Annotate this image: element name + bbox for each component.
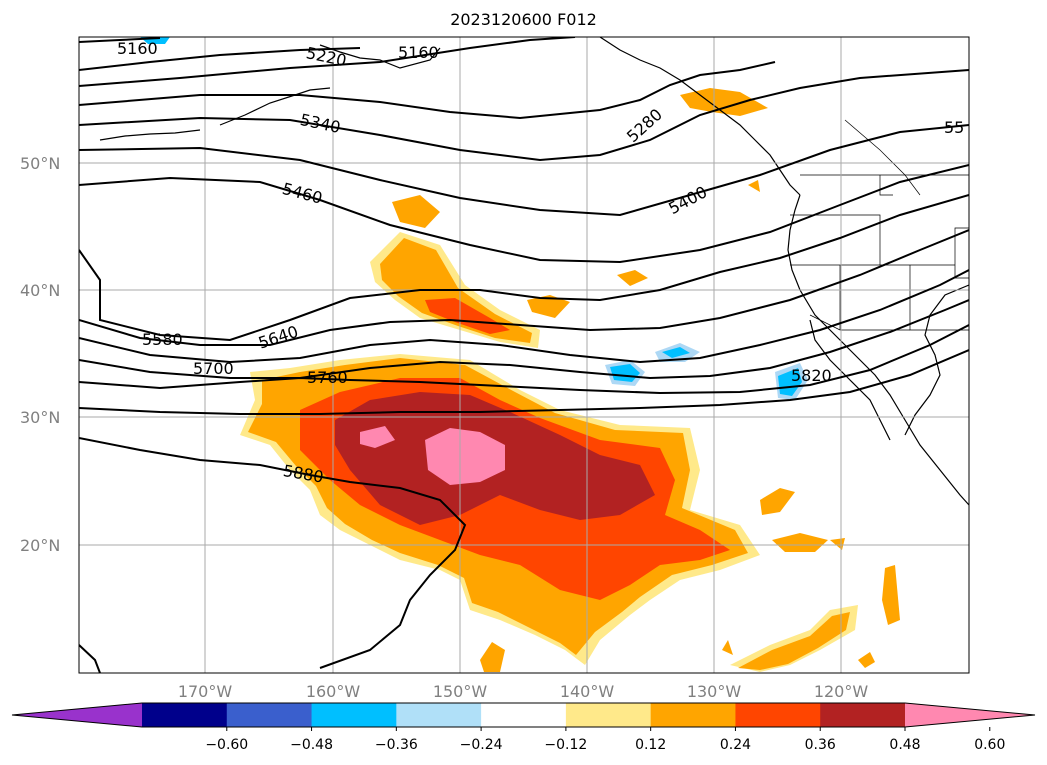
colorbar-tick-label: 0.60 <box>974 737 1005 753</box>
contour-label: 5700 <box>193 359 234 378</box>
graticule <box>79 37 969 673</box>
colorbar-segment <box>226 703 313 727</box>
contour-label: 5760 <box>307 368 348 387</box>
contour-label: 5160 <box>117 39 158 58</box>
lon-label: 140°W <box>560 682 615 701</box>
colorbar-tick-label: 0.36 <box>805 737 836 753</box>
lon-label: 160°W <box>306 682 361 701</box>
contour-label: 5820 <box>791 366 832 385</box>
colorbar-segment <box>396 703 482 727</box>
lat-label: 50°N <box>20 154 60 173</box>
height-contours <box>79 37 969 673</box>
colorbar-tick-label: 0.24 <box>720 737 751 753</box>
colorbar-tick-label: 0.12 <box>635 737 666 753</box>
colorbar-extend-max <box>905 703 1035 727</box>
contour-label: 55 <box>944 118 964 137</box>
colorbar-segment <box>481 703 567 727</box>
colorbar-tick-label: −0.48 <box>290 737 333 753</box>
colorbar-segment <box>565 703 652 727</box>
colorbar-segment <box>142 703 228 727</box>
colorbar-tick-label: 0.48 <box>889 737 920 753</box>
map-frame <box>78 36 970 674</box>
latitude-labels: 50°N 40°N 30°N 20°N <box>20 154 60 555</box>
lon-label: 150°W <box>433 682 488 701</box>
political-borders <box>790 119 969 331</box>
colorbar-segment <box>650 703 736 727</box>
colorbar-tick-label: −0.12 <box>544 737 587 753</box>
longitude-labels: 170°W 160°W 150°W 140°W 130°W 120°W <box>178 682 869 701</box>
lon-label: 120°W <box>814 682 869 701</box>
contour-label: 5160 <box>398 43 439 62</box>
colorbar-segment <box>735 703 821 727</box>
colorbar-tick-label: −0.60 <box>205 737 248 753</box>
page-title: 2023120600 F012 <box>450 10 597 29</box>
contour-label: 5580 <box>142 330 183 349</box>
lat-label: 40°N <box>20 281 60 300</box>
lon-label: 170°W <box>178 682 233 701</box>
shaded-anomaly-fills <box>140 37 900 672</box>
colorbar-segment <box>820 703 906 727</box>
colorbar-outline <box>11 702 1036 728</box>
lon-label: 130°W <box>687 682 742 701</box>
lat-label: 30°N <box>20 408 60 427</box>
colorbar-extend-min <box>12 703 142 727</box>
colorbar-tick-label: −0.36 <box>375 737 418 753</box>
colorbar: −0.60 −0.48 −0.36 −0.24 −0.12 0.12 0.24 0.36 0.4… <box>11 702 1036 753</box>
lat-label: 20°N <box>20 536 60 555</box>
colorbar-segment <box>311 703 397 727</box>
colorbar-tick-label: −0.24 <box>460 737 503 753</box>
